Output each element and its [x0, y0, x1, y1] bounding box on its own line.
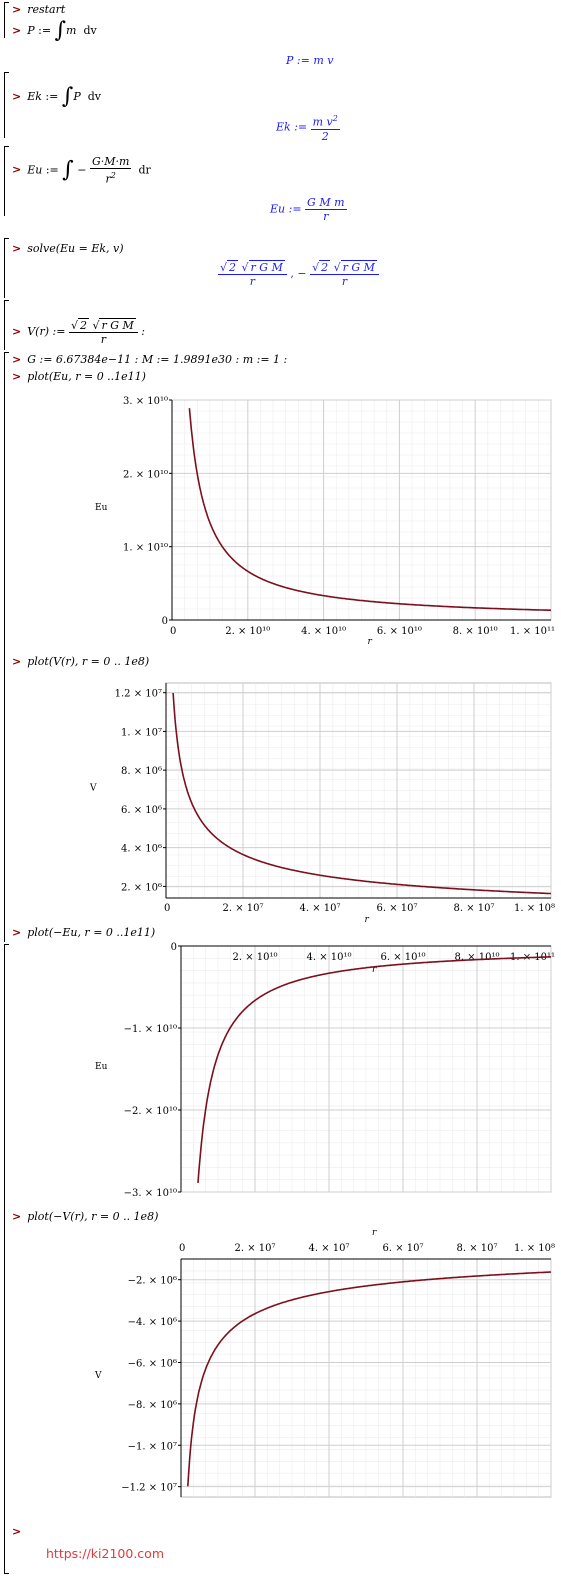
- output-ek: Ek := m v2 2: [276, 114, 340, 143]
- x-tick-label: 6. × 10⁷: [382, 1243, 423, 1254]
- y-tick-label: 1. × 10¹⁰: [123, 543, 168, 554]
- input-constants[interactable]: > G := 6.67384e−11 : M := 1.9891e30 : m :…: [12, 353, 288, 366]
- x-tick-label: 8. × 10¹⁰: [453, 626, 498, 637]
- plot-v[interactable]: 0 2. × 10⁷ 4. × 10⁷ 6. × 10⁷ 8. × 10⁷ 1. × 10…: [0, 673, 561, 923]
- x-tick-label: 6. × 10¹⁰: [380, 952, 425, 963]
- x-tick-label: 6. × 10¹⁰: [377, 626, 422, 637]
- y-axis-label: V: [89, 784, 97, 794]
- plot-curve: [197, 956, 551, 1183]
- y-tick-label: −8. × 10⁶: [128, 1400, 177, 1411]
- plot-curve: [187, 1271, 552, 1487]
- input-restart[interactable]: > restart: [12, 3, 66, 16]
- input-plot-neg-v[interactable]: > plot(−V(r), r = 0 .. 1e8): [12, 1210, 159, 1223]
- x-axis-label: r: [372, 1228, 377, 1238]
- y-tick-label: 0: [162, 616, 168, 627]
- x-tick-label: 4. × 10¹⁰: [306, 952, 351, 963]
- input-plot-eu[interactable]: > plot(Eu, r = 0 ..1e11): [12, 370, 146, 383]
- y-tick-label: −4. × 10⁶: [128, 1317, 177, 1328]
- group-bracket[interactable]: [4, 146, 9, 216]
- y-tick-label: −1. × 10⁷: [128, 1441, 177, 1452]
- output-p: P := m v: [286, 54, 334, 67]
- x-tick-label: 4. × 10⁷: [299, 903, 340, 914]
- x-tick-label: 2. × 10¹⁰: [225, 626, 270, 637]
- x-axis-label: r: [365, 915, 370, 923]
- y-tick-label: −2. × 10¹⁰: [124, 1106, 177, 1117]
- y-tick-label: −2. × 10⁶: [128, 1276, 177, 1287]
- plot-eu[interactable]: 0 2. × 10¹⁰ 4. × 10¹⁰ 6. × 10¹⁰ 8. × 10¹⁰ 1. …: [0, 386, 561, 648]
- y-axis-label: V: [94, 1371, 102, 1381]
- y-tick-label: 2. × 10⁶: [121, 882, 162, 893]
- x-tick-label: 6. × 10⁷: [376, 903, 417, 914]
- group-bracket[interactable]: [4, 72, 9, 138]
- plot-curve: [188, 408, 552, 612]
- input-eu-definition[interactable]: > Eu := ∫ − G·M·m r2 dr: [12, 155, 151, 186]
- group-bracket[interactable]: [4, 238, 9, 298]
- x-tick-label: 2. × 10¹⁰: [232, 952, 277, 963]
- x-tick-label: 8. × 10¹⁰: [454, 952, 499, 963]
- y-tick-label: 4. × 10⁶: [121, 844, 162, 855]
- plot-neg-eu[interactable]: 2. × 10¹⁰ 4. × 10¹⁰ 6. × 10¹⁰ 8. × 10¹⁰ 1. ×…: [0, 940, 561, 1210]
- input-p-definition[interactable]: > P := ∫m dv: [12, 18, 97, 43]
- x-tick-label: 1. × 10¹¹: [510, 626, 555, 637]
- group-bracket[interactable]: [4, 300, 9, 350]
- y-axis-label: Eu: [95, 1062, 108, 1072]
- watermark-url[interactable]: https://ki2100.com: [46, 1546, 164, 1561]
- input-ek-definition[interactable]: > Ek := ∫P dv: [12, 84, 101, 109]
- y-tick-label: 1.2 × 10⁷: [115, 689, 162, 700]
- x-tick-label: 8. × 10⁷: [453, 903, 494, 914]
- x-tick-label: 0: [170, 626, 176, 637]
- y-tick-label: 2. × 10¹⁰: [123, 469, 168, 480]
- plot-curve: [172, 692, 552, 895]
- input-plot-v[interactable]: > plot(V(r), r = 0 .. 1e8): [12, 655, 150, 668]
- input-solve[interactable]: > solve(Eu = Ek, v): [12, 242, 124, 255]
- y-tick-label: 8. × 10⁶: [121, 766, 162, 777]
- y-axis-label: Eu: [95, 503, 108, 513]
- x-tick-label: 1. × 10⁸: [514, 903, 555, 914]
- x-tick-label: 2. × 10⁷: [234, 1243, 275, 1254]
- group-bracket[interactable]: [4, 352, 9, 942]
- input-plot-neg-eu[interactable]: > plot(−Eu, r = 0 ..1e11): [12, 926, 156, 939]
- group-bracket[interactable]: [4, 944, 9, 1574]
- y-tick-label: −1. × 10¹⁰: [124, 1024, 177, 1035]
- input-empty[interactable]: >: [12, 1525, 22, 1538]
- x-tick-label: 4. × 10⁷: [308, 1243, 349, 1254]
- y-tick-label: −1.2 × 10⁷: [121, 1483, 177, 1494]
- x-axis-label: r: [368, 637, 373, 647]
- y-tick-label: 6. × 10⁶: [121, 805, 162, 816]
- x-tick-label: 2. × 10⁷: [222, 903, 263, 914]
- y-tick-label: −3. × 10¹⁰: [124, 1188, 177, 1199]
- x-tick-label: 0: [164, 903, 170, 914]
- plot-neg-v[interactable]: 0 2. × 10⁷ 4. × 10⁷ 6. × 10⁷ 8. × 10⁷ 1. × 10…: [0, 1225, 561, 1515]
- y-tick-label: 3. × 10¹⁰: [123, 396, 168, 407]
- y-tick-label: 1. × 10⁷: [121, 727, 162, 738]
- x-tick-label: 8. × 10⁷: [456, 1243, 497, 1254]
- x-axis-label: r: [372, 965, 377, 975]
- group-bracket[interactable]: [4, 2, 9, 38]
- x-tick-label: 4. × 10¹⁰: [301, 626, 346, 637]
- x-tick-label: 1. × 10⁸: [514, 1243, 555, 1254]
- y-tick-label: −6. × 10⁶: [128, 1358, 177, 1369]
- y-tick-label: 0: [171, 942, 177, 953]
- x-tick-label: 0: [179, 1243, 185, 1254]
